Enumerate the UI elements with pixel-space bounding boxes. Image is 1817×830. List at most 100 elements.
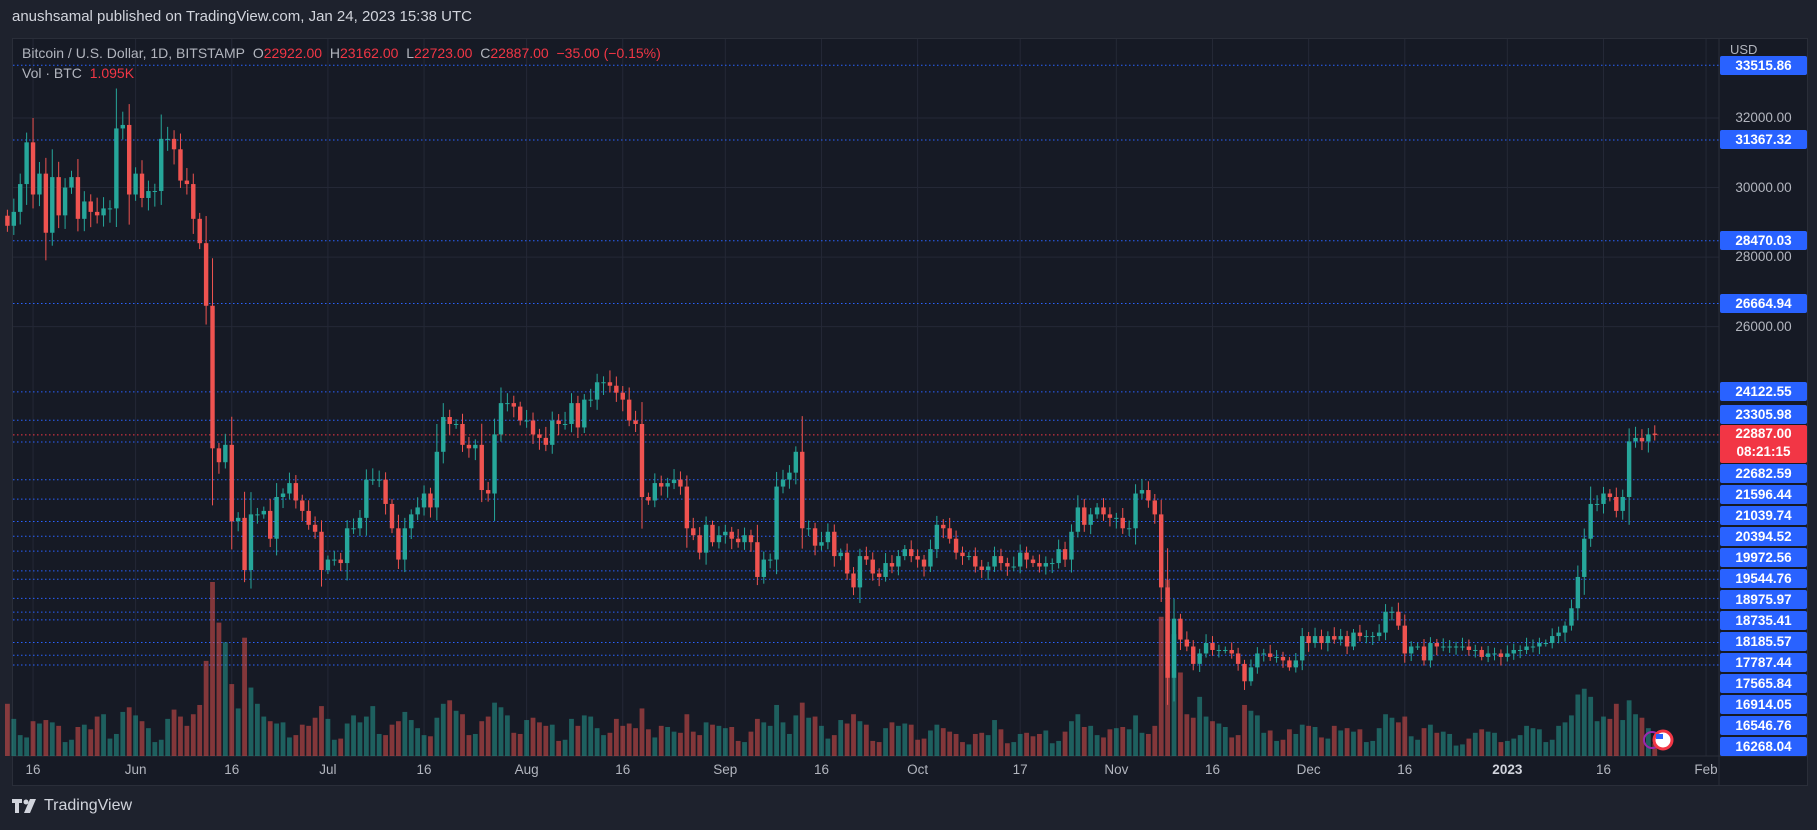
candle-body [1626,441,1632,497]
current-price: 22887.00 [1735,425,1792,441]
volume-bar [261,716,267,756]
candle-body [370,479,375,481]
volume-bar [1216,723,1222,756]
volume-bar [530,717,536,756]
volume-bar [113,733,119,756]
candle-body [5,215,10,226]
close-value: 22887.00 [490,45,549,61]
chart-frame[interactable] [12,38,1808,786]
volume-bar [1524,725,1529,756]
volume-bar [1434,732,1440,756]
candle-body [428,493,433,508]
price-level-tag: 17787.44 [1720,652,1807,672]
change-value: −35.00 (−0.15%) [556,45,661,61]
candle-body [697,535,702,553]
volume-bar [742,742,747,756]
volume-bar [1319,737,1324,756]
candle-body [1017,552,1023,567]
volume-bar [1043,730,1049,756]
candle-body [229,444,234,522]
volume-bar [716,725,722,756]
candle-body [921,559,927,567]
volume-bar [825,738,831,756]
tradingview-logo[interactable]: TradingView [12,797,132,815]
volume-bar [1049,743,1055,756]
candle-body [114,128,119,209]
currency-label[interactable]: USD [1730,42,1758,57]
candle-body [1235,653,1241,664]
candle-body [1126,528,1132,530]
volume-label[interactable]: Vol · BTC [22,65,82,81]
volume-bar [1498,742,1504,756]
volume-bar [1203,716,1209,756]
candle-body [1191,646,1196,664]
candle-body [626,399,632,421]
candle-body [582,399,587,428]
candle-body [312,524,318,532]
volume-bar [517,733,523,756]
candle-body [934,524,940,550]
volume-bar [761,722,767,756]
symbol-title[interactable]: Bitcoin / U.S. Dollar, 1D, BITSTAMP [22,45,246,61]
volume-bar [325,718,331,756]
volume-bar [408,720,414,756]
candle-body [659,483,664,487]
candle-body [434,451,440,508]
volume-bar [947,731,953,756]
candle-body [191,184,196,219]
volume-bar [1081,727,1087,756]
volume-bar [1460,744,1465,756]
time-tick-label: 16 [813,762,829,777]
candle-body [1511,649,1516,654]
candle-body [870,559,875,574]
volume-bar [466,735,472,756]
volume-bar [171,709,177,756]
price-level-tag: 33515.86 [1720,55,1807,75]
volume-bar [421,735,427,756]
candle-body [1505,653,1510,657]
candle-body [1319,636,1324,644]
volume-bar [1408,736,1414,756]
volume-bar [242,637,247,756]
candle-body [665,483,670,487]
candle-body [1107,514,1113,518]
volume-bar [537,722,542,756]
volume-bar [793,715,799,756]
volume-bar [396,721,401,756]
volume-bar [472,733,478,756]
volume-bar [1569,715,1574,756]
volume-bar [812,716,818,756]
volume-bar [1331,725,1337,756]
candle-body [729,531,734,539]
volume-bar [710,724,715,756]
candle-body [633,420,638,424]
candle-body [524,420,529,422]
volume-bar [1344,728,1350,756]
volume-bar [966,744,972,756]
volume-bar [152,742,158,756]
candle-body [261,510,266,515]
volume-bar [485,716,491,756]
volume-bar [915,739,921,756]
volume-bar [1415,739,1420,756]
volume-bar [543,725,549,756]
candle-body [537,434,542,438]
volume-bar [1594,721,1600,756]
volume-bar [562,739,568,756]
price-level-tag: 18975.97 [1720,589,1807,609]
candle-body [415,507,420,515]
candle-body [1652,433,1657,435]
volume-bar [1075,714,1081,756]
volume-bar [1428,724,1433,756]
volume-bar [1536,729,1542,756]
time-tick-label: Feb [1694,762,1718,777]
time-tick-label: Sep [713,762,738,777]
candle-body [37,173,42,195]
candle-body [1178,618,1183,640]
candle-body [646,496,651,501]
candle-body [498,403,504,435]
volume-bar [575,725,581,756]
candle-body [319,531,324,571]
candle-body [902,549,907,557]
